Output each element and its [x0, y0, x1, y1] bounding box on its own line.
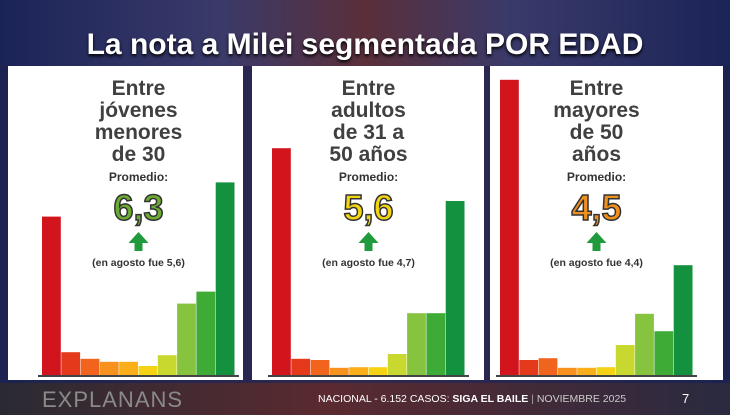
previous-note: (en agosto fue 5,6): [92, 257, 185, 269]
bar: [119, 361, 138, 375]
slide-title: La nota a Milei segmentada POR EDAD: [86, 28, 644, 61]
bar: [80, 358, 100, 375]
up-arrow: [586, 232, 607, 251]
sample: NACIONAL - 6.152 CASOS:: [318, 393, 450, 405]
bar: [310, 360, 330, 375]
footer: EXPLANANS NACIONAL - 6.152 CASOS: SIGA E…: [0, 383, 730, 415]
panel-title: de 50: [569, 121, 624, 144]
bar: [138, 366, 158, 375]
average-label: Promedio:: [108, 170, 169, 184]
bar: [615, 345, 635, 375]
bar: [329, 367, 349, 375]
panel-title: menores: [94, 121, 183, 144]
average-value: 6,3: [113, 187, 165, 228]
bar: [61, 352, 81, 375]
bar: [654, 331, 674, 375]
panel-title: adultos: [331, 99, 406, 122]
bar: [407, 313, 426, 375]
average-label: Promedio:: [566, 170, 627, 184]
bar: [387, 354, 407, 375]
study: SIGA EL BAILE: [452, 393, 529, 405]
up-arrow: [358, 232, 379, 251]
panel-title: Entre: [341, 77, 396, 100]
panel-title: 50 años: [329, 143, 408, 166]
panel-title: años: [571, 143, 621, 166]
bar: [596, 367, 616, 375]
previous-note: (en agosto fue 4,4): [550, 257, 643, 269]
bar: [368, 367, 388, 375]
bar: [500, 79, 519, 376]
bar: [519, 360, 539, 375]
panel-title: Entre: [111, 77, 166, 100]
average-label: Promedio:: [338, 170, 399, 184]
bar: [177, 303, 196, 375]
average-value: 5,6: [343, 187, 395, 228]
average-value: 4,5: [571, 187, 623, 228]
panel-title: Entre: [569, 77, 624, 100]
bar: [215, 182, 235, 375]
previous-note: (en agosto fue 4,7): [322, 257, 415, 269]
panel-title: jóvenes: [99, 99, 178, 122]
up-arrow: [128, 232, 149, 251]
date: NOVIEMBRE 2025: [536, 393, 627, 405]
panel-title: mayores: [553, 99, 640, 122]
bar: [557, 367, 577, 375]
bar: [349, 367, 368, 375]
bar: [577, 367, 596, 375]
footer-info: NACIONAL - 6.152 CASOS: SIGA EL BAILE | …: [318, 393, 627, 405]
bar: [99, 361, 119, 375]
bar: [538, 358, 558, 375]
bar: [272, 148, 291, 375]
bar: [445, 201, 465, 375]
bar: [291, 358, 311, 375]
header-banner: [0, 0, 730, 66]
page-number: 7: [682, 391, 690, 406]
brand: EXPLANANS: [42, 387, 184, 412]
bar: [157, 355, 177, 375]
bar: [635, 313, 654, 375]
panel-title: de 30: [111, 143, 166, 166]
bar: [673, 265, 693, 375]
bar: [196, 291, 216, 375]
bar: [42, 216, 61, 375]
panel-title: de 31 a: [332, 121, 405, 144]
bar: [426, 313, 446, 375]
